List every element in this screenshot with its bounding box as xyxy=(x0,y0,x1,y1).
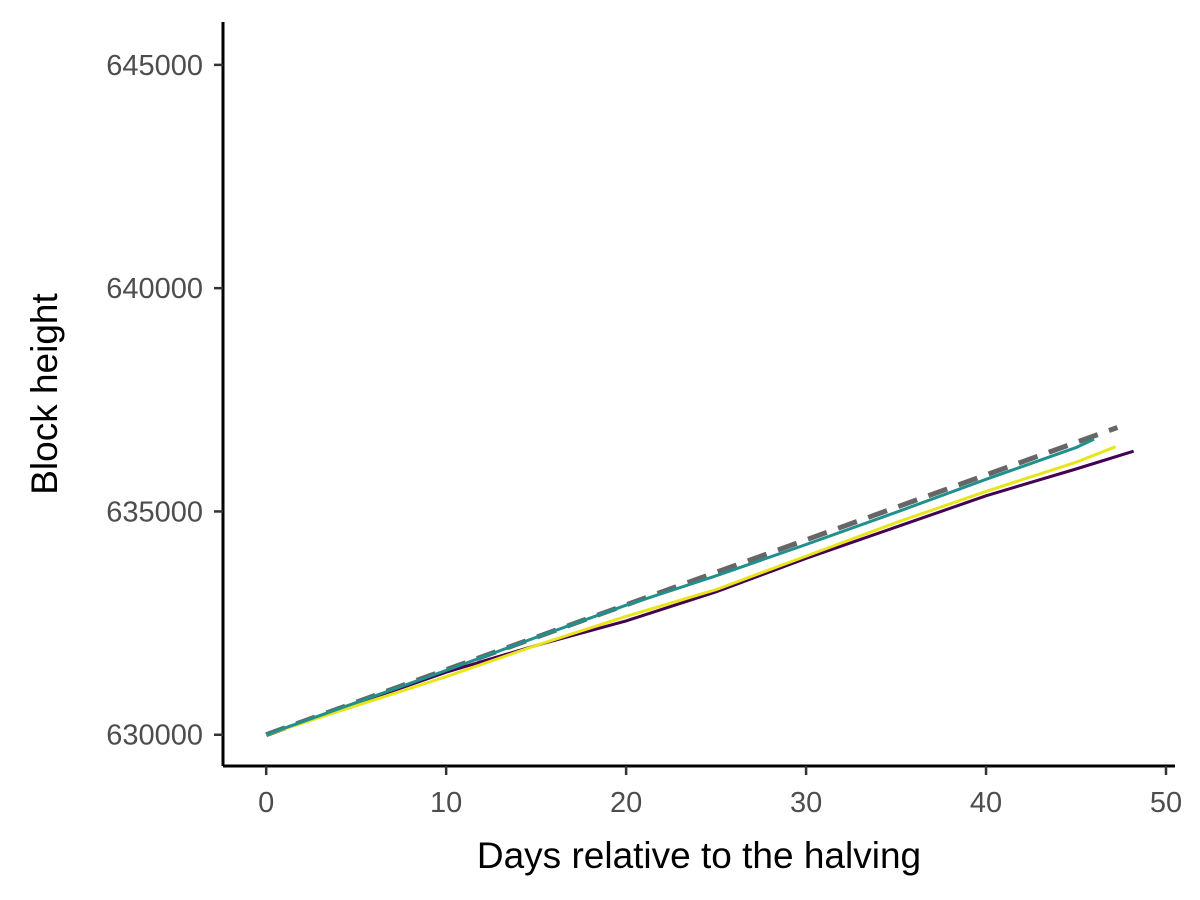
x-axis-title: Days relative to the halving xyxy=(477,835,921,876)
y-tick-label: 640000 xyxy=(106,273,203,305)
y-ticks: 630000 635000 640000 645000 xyxy=(106,50,223,752)
x-tick-label: 20 xyxy=(610,787,642,819)
x-tick-label: 30 xyxy=(790,787,822,819)
y-tick-label: 630000 xyxy=(106,720,203,752)
x-tick-label: 10 xyxy=(430,787,462,819)
x-ticks: 0 10 20 30 40 50 xyxy=(258,766,1182,819)
series-line-1 xyxy=(265,425,1119,738)
x-tick-label: 50 xyxy=(1150,787,1182,819)
x-tick-label: 40 xyxy=(970,787,1002,819)
series-layer xyxy=(265,425,1135,738)
x-tick-label: 0 xyxy=(258,787,274,819)
series-line-3 xyxy=(265,445,1117,737)
y-tick-label: 635000 xyxy=(106,496,203,528)
y-tick-label: 645000 xyxy=(106,50,203,82)
y-axis-title: Block height xyxy=(24,293,65,495)
series-line-4 xyxy=(265,437,1095,737)
